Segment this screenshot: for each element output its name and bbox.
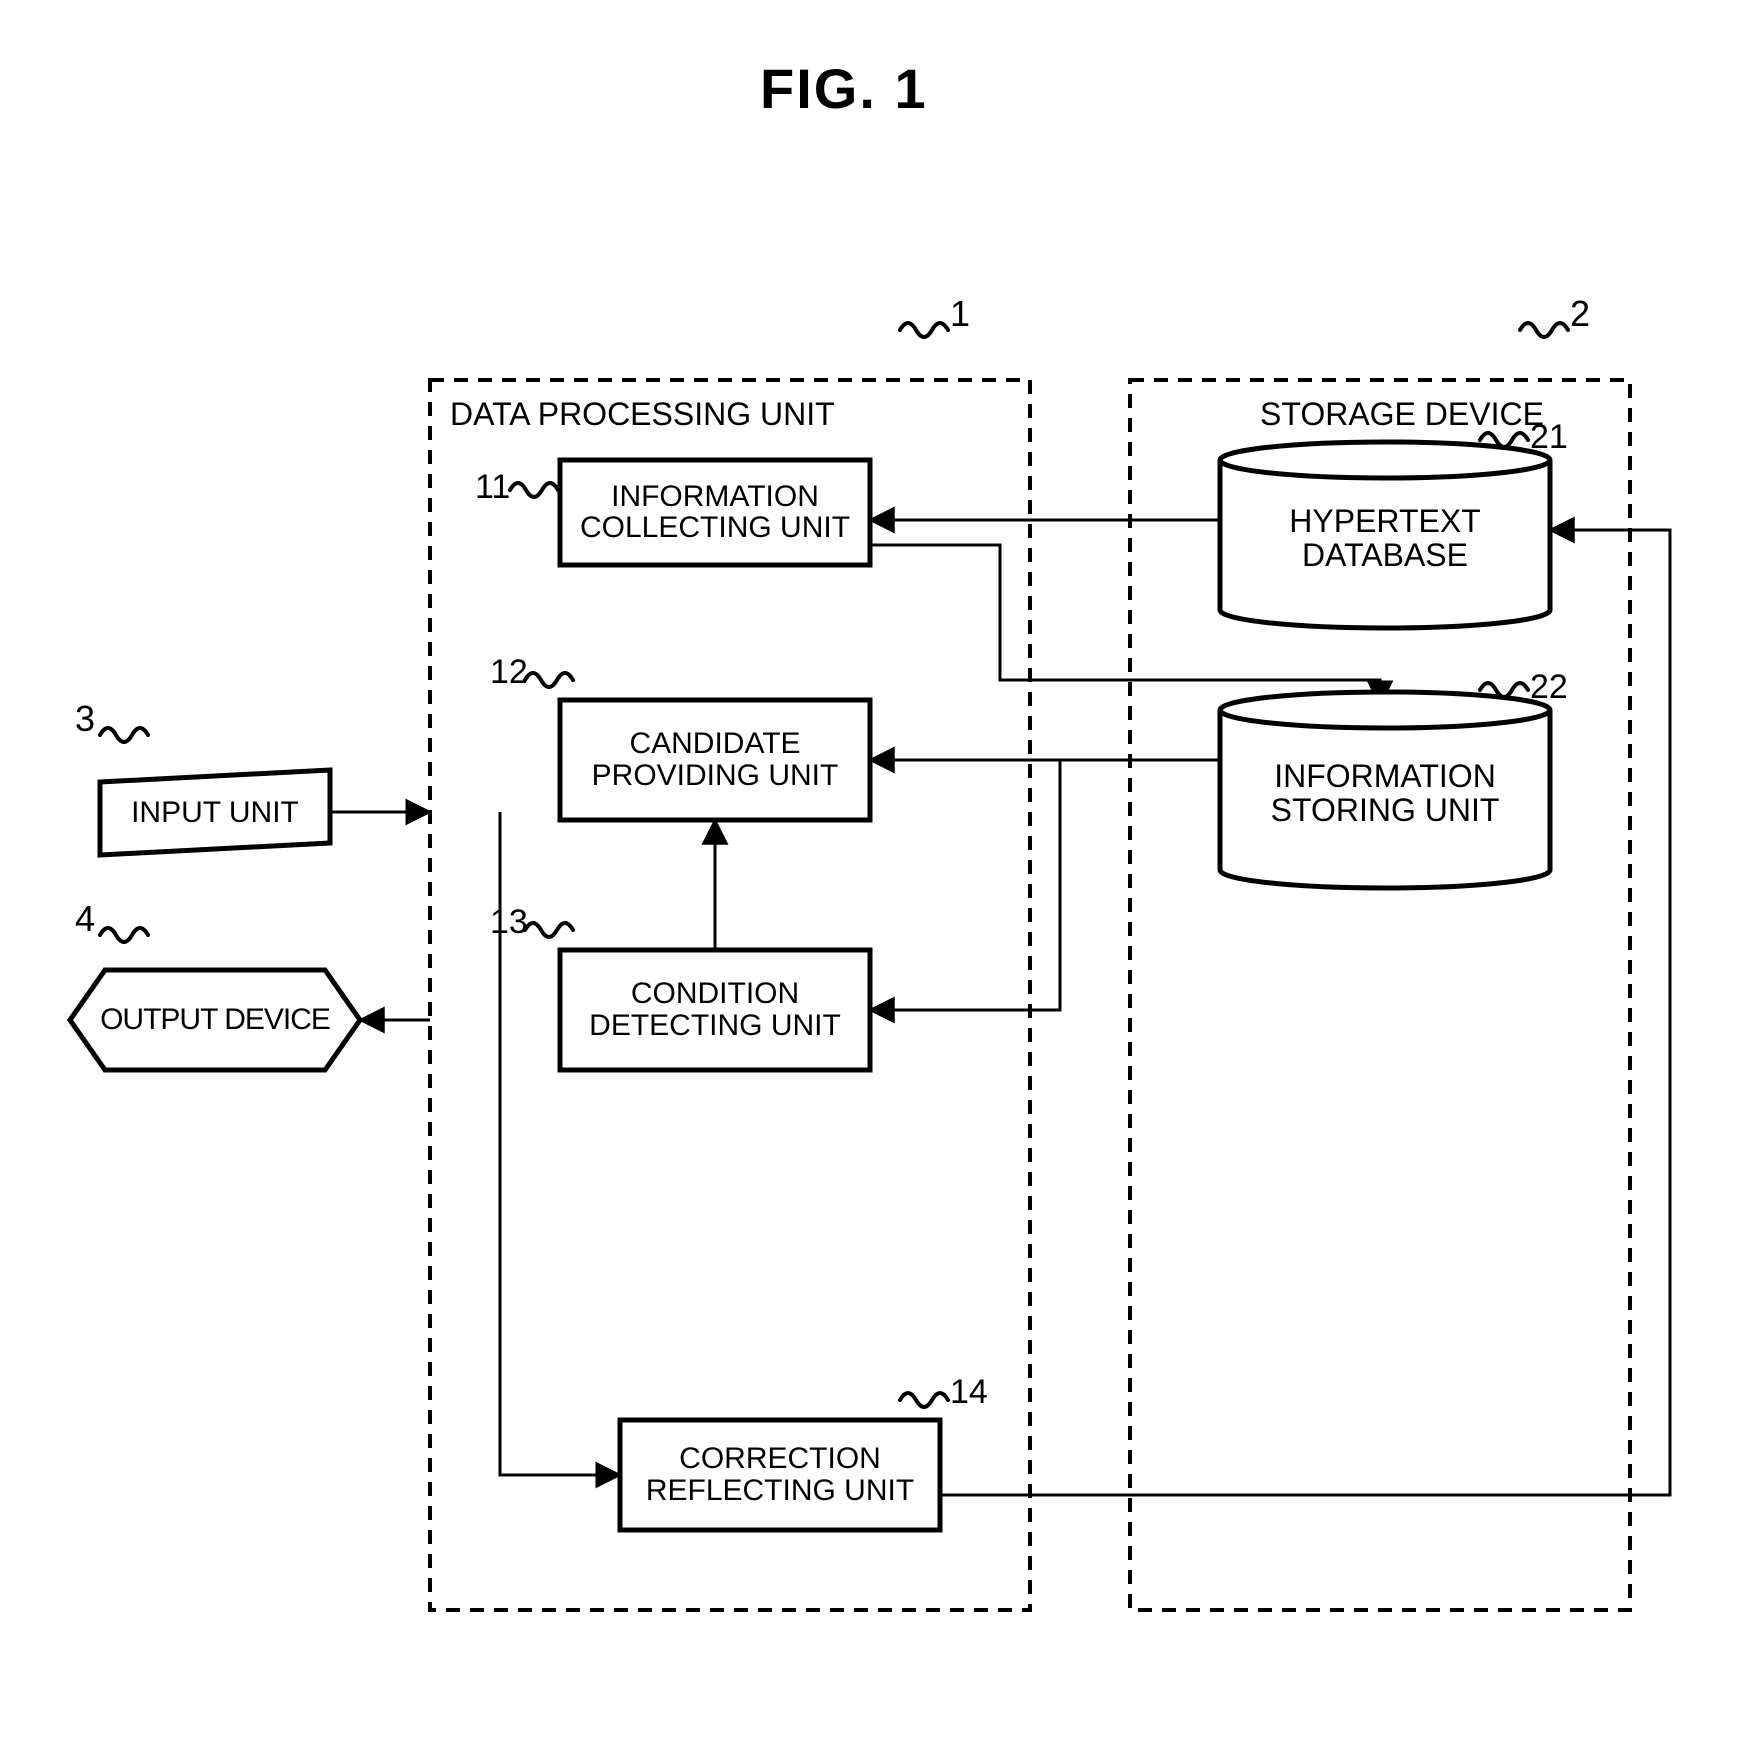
- squiggle: [100, 728, 148, 742]
- storage-title: STORAGE DEVICE: [1260, 398, 1544, 432]
- ref-12: 12: [490, 655, 528, 691]
- ref-13: 13: [490, 905, 528, 941]
- infostore-label: INFORMATION STORING UNIT: [1220, 760, 1550, 827]
- ref-2: 2: [1570, 295, 1590, 333]
- ref-21: 21: [1530, 420, 1568, 456]
- output-label: OUTPUT DEVICE: [70, 1004, 360, 1036]
- candidate-label: CANDIDATE PROVIDING UNIT: [560, 728, 870, 791]
- info-collect-label: INFORMATION COLLECTING UNIT: [560, 481, 870, 544]
- ref-11: 11: [475, 470, 510, 506]
- ref-22: 22: [1530, 670, 1568, 706]
- squiggle: [525, 673, 573, 687]
- hypertext-label: HYPERTEXT DATABASE: [1220, 505, 1550, 572]
- diagram-stage: FIG. 1 DATA PROCESSING UNIT STORAGE DEVI…: [0, 0, 1763, 1755]
- ref-4: 4: [75, 900, 95, 938]
- squiggle: [510, 483, 558, 497]
- correction-label: CORRECTION REFLECTING UNIT: [620, 1443, 940, 1506]
- squiggle: [900, 1393, 948, 1407]
- squiggle: [1520, 323, 1568, 337]
- ref-1: 1: [950, 295, 970, 333]
- squiggle: [525, 923, 573, 937]
- input-label: INPUT UNIT: [100, 797, 330, 829]
- dpu-title: DATA PROCESSING UNIT: [450, 398, 835, 432]
- condition-label: CONDITION DETECTING UNIT: [560, 978, 870, 1041]
- ref-3: 3: [75, 700, 95, 738]
- ref-14: 14: [950, 1375, 988, 1411]
- squiggle: [900, 323, 948, 337]
- squiggle: [100, 928, 148, 942]
